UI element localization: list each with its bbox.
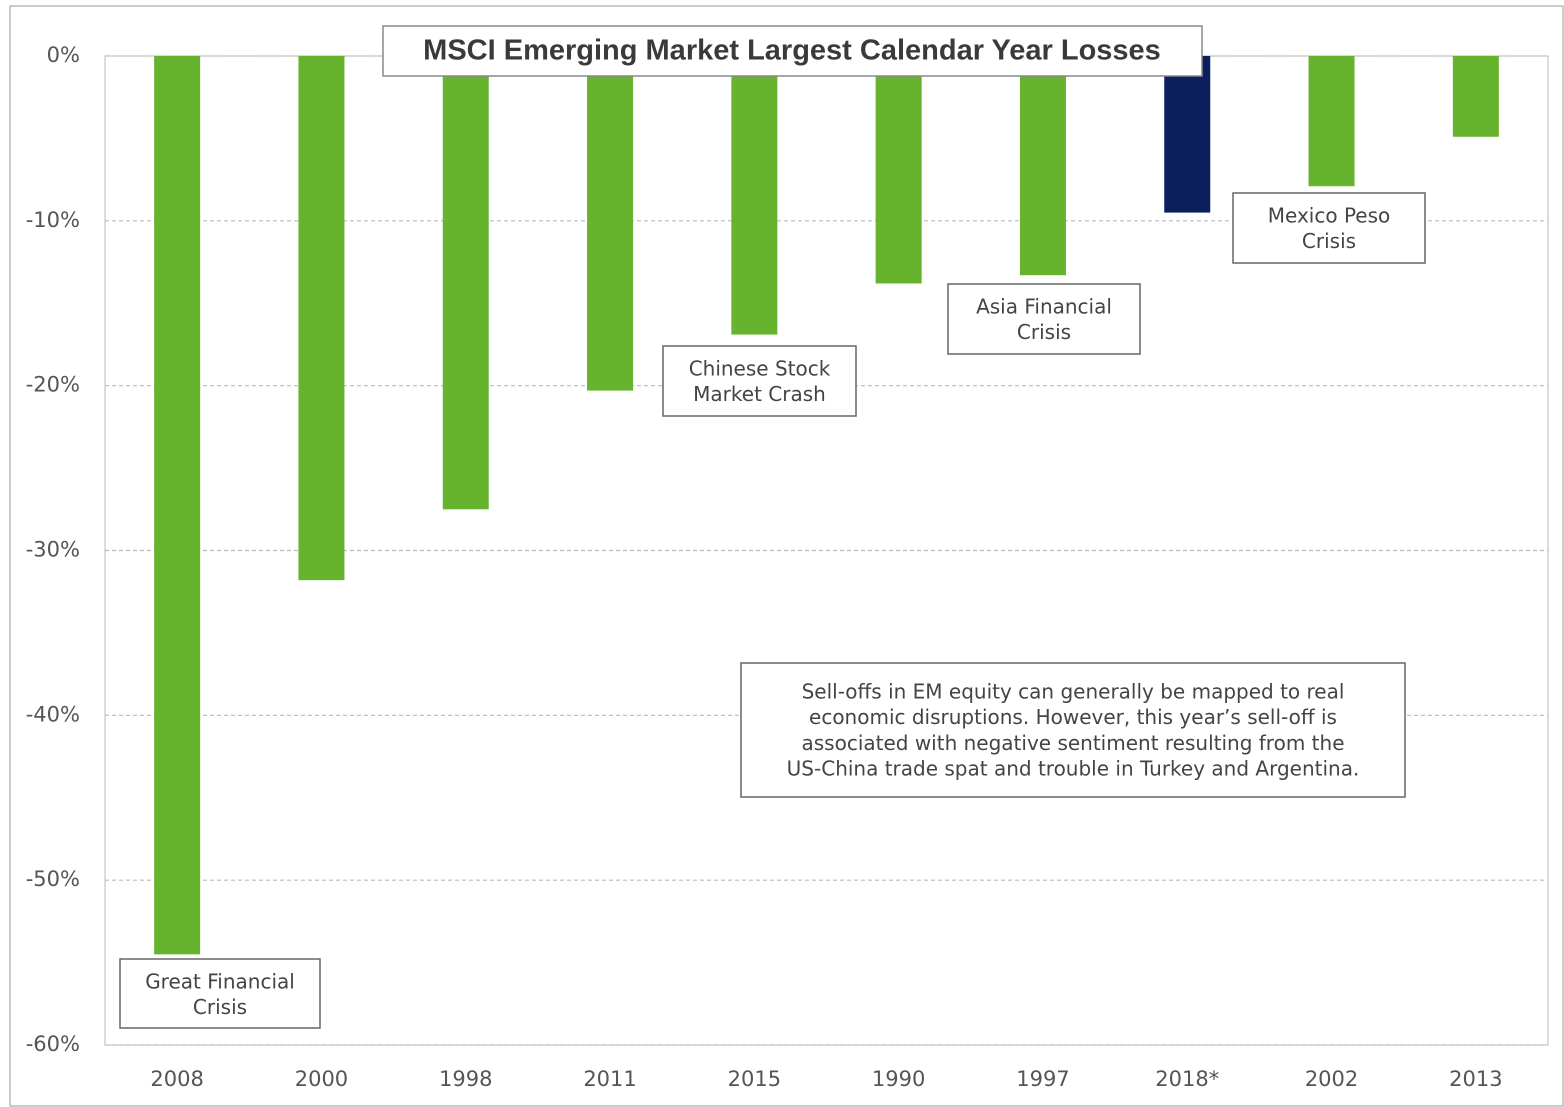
bar [298, 56, 345, 581]
annotation-text: associated with negative sentiment resul… [801, 731, 1344, 755]
y-tick-label: -30% [26, 538, 80, 562]
bar [1308, 56, 1355, 187]
bar [1164, 56, 1211, 213]
y-tick-label: -20% [26, 373, 80, 397]
x-tick-label: 1998 [439, 1067, 492, 1091]
annotation-text: Sell-offs in EM equity can generally be … [802, 680, 1345, 704]
y-tick-label: -40% [26, 702, 80, 726]
bar [442, 56, 489, 510]
bar [1019, 56, 1066, 276]
annotation-text: Chinese Stock [689, 357, 831, 381]
annotation-text: economic disruptions. However, this year… [809, 705, 1337, 729]
bar [731, 56, 778, 335]
x-tick-label: 2013 [1449, 1067, 1502, 1091]
bar [1452, 56, 1499, 137]
x-tick-label: 2002 [1305, 1067, 1358, 1091]
annotation-text: Asia Financial [976, 295, 1112, 319]
chart-title: MSCI Emerging Market Largest Calendar Ye… [423, 35, 1161, 67]
annotation-box [1232, 192, 1426, 264]
x-tick-label: 2011 [583, 1067, 636, 1091]
x-tick-label: 2008 [150, 1067, 203, 1091]
annotation-box [947, 283, 1141, 355]
annotation-text: Crisis [1017, 320, 1071, 344]
annotation-text: US-China trade spat and trouble in Turke… [787, 757, 1360, 781]
chart-frame [9, 5, 1564, 1107]
annotation-box [740, 662, 1406, 798]
annotation-text: Mexico Peso [1268, 204, 1391, 228]
bar [587, 56, 634, 391]
x-tick-label: 2018* [1155, 1067, 1219, 1091]
annotation-text: Great Financial [145, 970, 295, 994]
annotation-box [662, 345, 857, 417]
annotation-box [119, 958, 321, 1029]
annotation-text: Crisis [193, 995, 247, 1019]
annotation-text: Market Crash [693, 382, 826, 406]
y-tick-label: 0% [47, 43, 80, 67]
x-tick-label: 2015 [728, 1067, 781, 1091]
bar [875, 56, 922, 284]
y-tick-label: -60% [26, 1032, 80, 1056]
x-tick-label: 1990 [872, 1067, 925, 1091]
y-tick-label: -10% [26, 208, 80, 232]
title-box [382, 25, 1203, 77]
x-tick-label: 1997 [1016, 1067, 1069, 1091]
y-tick-label: -50% [26, 867, 80, 891]
x-tick-label: 2000 [295, 1067, 348, 1091]
annotation-text: Crisis [1302, 229, 1356, 253]
bar [154, 56, 201, 955]
